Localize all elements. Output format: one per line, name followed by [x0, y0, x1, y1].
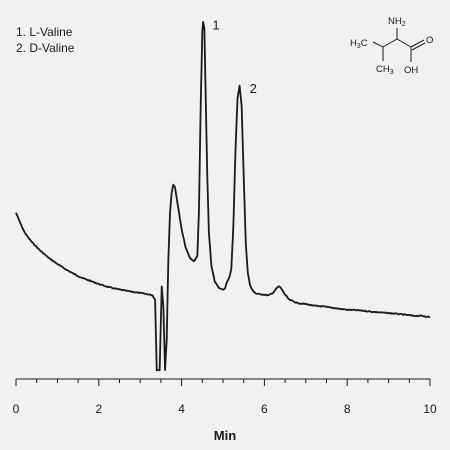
x-tick-label: 10: [423, 402, 437, 416]
legend: 1. L-Valine 2. D-Valine: [16, 25, 75, 55]
x-tick-label: 6: [261, 402, 268, 416]
x-tick-label: 8: [344, 402, 351, 416]
bond-c-o-double-a: [410, 39, 425, 48]
atom-label-oh: OH: [404, 65, 418, 76]
valine-structure: [372, 28, 426, 62]
bond-calpha-ccooh: [396, 38, 412, 48]
legend-entry-2: 2. D-Valine: [16, 41, 75, 55]
peak-label-1: 1: [212, 17, 219, 32]
x-axis-ticks: 0 2 4 6 8 10: [13, 379, 437, 416]
peak-labels: 12: [212, 17, 256, 96]
peak-label-2: 2: [250, 81, 257, 96]
atom-label-h3c: H3C: [350, 38, 368, 50]
bond-ch-calpha: [382, 38, 398, 48]
x-tick-label: 2: [95, 402, 102, 416]
bond-c-o-double-b: [411, 42, 426, 51]
atom-label-o: O: [426, 35, 433, 46]
x-axis-title: Min: [214, 428, 236, 443]
x-tick-label: 4: [178, 402, 185, 416]
valine-atom-labels: NH2 H3C CH3 O OH: [350, 16, 433, 76]
bond-h3c-ch: [372, 41, 384, 48]
chromatogram-trace: [15, 21, 431, 372]
atom-label-ch3: CH3: [376, 64, 394, 76]
x-tick-label: 0: [13, 402, 20, 416]
legend-entry-1: 1. L-Valine: [16, 25, 73, 39]
atom-label-nh2: NH2: [388, 16, 406, 28]
